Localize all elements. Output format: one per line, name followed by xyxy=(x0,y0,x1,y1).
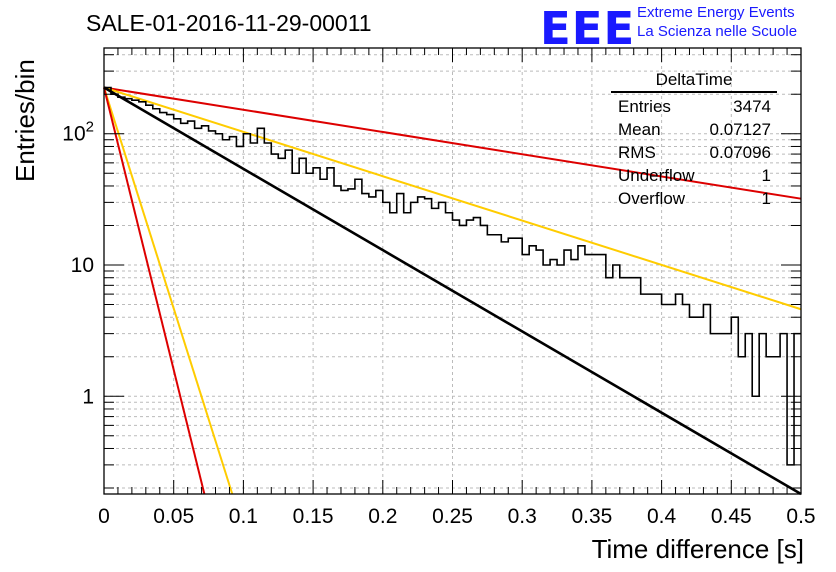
x-tick-label: 0.1 xyxy=(229,505,258,528)
stats-label: Overflow xyxy=(618,189,686,208)
stats-value: 1 xyxy=(761,189,771,208)
x-tick-label: 0.5 xyxy=(786,505,815,528)
x-axis-label: Time difference [s] xyxy=(591,534,804,564)
fit-curve-black xyxy=(103,86,802,496)
stats-box: DeltaTime Entries 3474 Mean 0.07127 RMS … xyxy=(611,70,777,210)
fit-curves xyxy=(103,86,802,496)
fit-curve-red xyxy=(103,86,802,200)
chart-title: SALE-01-2016-11-29-00011 xyxy=(86,10,372,36)
stats-value: 0.07096 xyxy=(709,143,771,162)
y-tick-labels: 1 10 102 xyxy=(62,119,94,409)
x-tick-label: 0.2 xyxy=(368,505,397,528)
stats-row-entries: Entries 3474 xyxy=(611,95,777,118)
y-tick-label: 10 xyxy=(71,254,94,277)
stats-value: 0.07127 xyxy=(709,120,771,139)
stats-row-rms: RMS 0.07096 xyxy=(611,141,777,164)
grid-lines xyxy=(104,48,801,494)
axis-ticks xyxy=(103,48,802,494)
stats-value: 1 xyxy=(761,166,771,185)
stats-label: Mean xyxy=(618,120,661,139)
x-tick-label: 0.45 xyxy=(711,505,752,528)
x-tick-label: 0.35 xyxy=(571,505,612,528)
x-tick-label: 0.05 xyxy=(153,505,194,528)
fit-curve-yellow xyxy=(103,86,802,311)
stats-label: Entries xyxy=(618,97,671,116)
x-tick-label: 0 xyxy=(98,505,110,528)
y-axis-label: Entries/bin xyxy=(10,59,40,182)
stats-title: DeltaTime xyxy=(611,70,777,93)
x-tick-label: 0.3 xyxy=(508,505,537,528)
stats-row-overflow: Overflow 1 xyxy=(611,187,777,210)
logo-line-2: La Scienza nelle Scuole xyxy=(637,23,798,40)
fit-curve-yellow xyxy=(103,87,234,495)
stats-label: Underflow xyxy=(618,166,695,185)
stats-row-mean: Mean 0.07127 xyxy=(611,118,777,141)
stats-value: 3474 xyxy=(733,97,771,116)
stats-row-underflow: Underflow 1 xyxy=(611,164,777,187)
x-tick-label: 0.25 xyxy=(432,505,473,528)
x-tick-labels: 0 0.05 0.1 0.15 0.2 0.25 0.3 0.35 0.4 0.45 0.5 xyxy=(98,505,815,528)
y-tick-label: 1 xyxy=(82,385,94,408)
histogram xyxy=(104,86,801,466)
y-tick-label: 102 xyxy=(62,119,94,146)
stats-label: RMS xyxy=(618,143,656,162)
fit-curve-red xyxy=(103,87,206,495)
eee-logo: EEE xyxy=(540,2,636,55)
logo-line-1: Extreme Energy Events xyxy=(637,4,795,21)
x-tick-label: 0.15 xyxy=(293,505,334,528)
x-tick-label: 0.4 xyxy=(647,505,677,528)
